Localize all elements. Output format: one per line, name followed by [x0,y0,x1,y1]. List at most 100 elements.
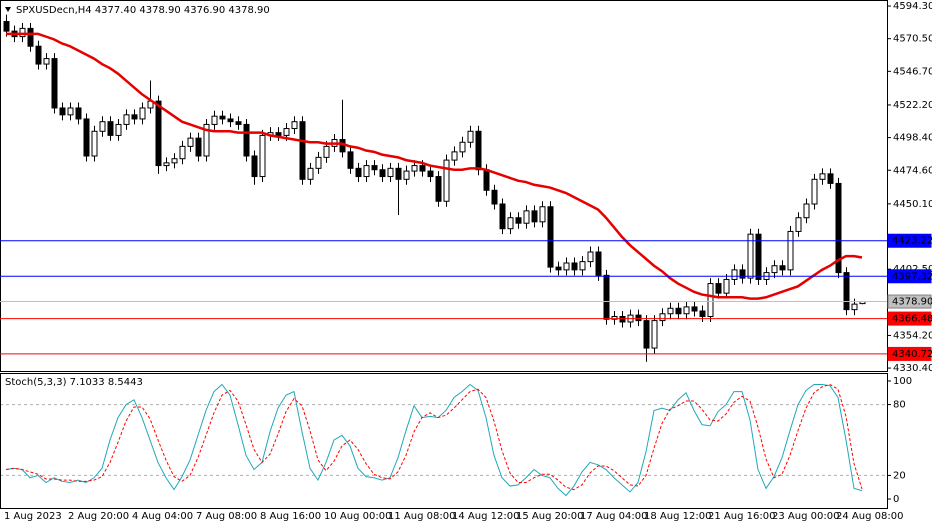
candle-body [467,130,474,143]
candle-body [563,262,570,271]
candle-body [371,165,378,171]
candle-body [363,165,370,178]
candle-body [323,145,330,158]
x-tick-label: 14 Aug 12:00 [452,511,519,522]
candle-body [843,272,850,311]
candle-body [787,230,794,271]
candle-body [739,269,746,279]
y-tick-label: 80 [893,400,906,411]
main-panel-frame [0,0,888,372]
level-label-box [887,311,932,326]
y-tick-label: 4570.50 [893,34,932,45]
level-label: 4397.32 [892,271,932,282]
candle-body [587,251,594,263]
candle-body [531,210,538,223]
candle-body [299,121,306,180]
x-tick-label: 4 Aug 04:00 [132,511,193,522]
candle-body [171,158,178,164]
candle-body [211,115,218,125]
y-tick-label: 0 [893,494,899,505]
candle-body [659,313,666,322]
level-label-box [887,294,932,309]
x-tick-label: 18 Aug 12:00 [644,511,711,522]
candle-body [483,169,490,191]
candle-body [595,251,602,276]
candle-body [555,266,562,271]
candle-body [251,155,258,178]
candle-body [59,107,66,116]
candle-body [187,137,194,147]
level-label: 4423.22 [892,236,932,247]
candle-body [179,145,186,160]
candle-body [27,27,34,47]
x-tick-label: 8 Aug 16:00 [260,511,321,522]
candle-body [275,132,282,136]
y-tick-label: 4498.40 [893,133,932,144]
candle-body [3,21,10,32]
candle-body [515,217,522,224]
candle-body [355,167,362,178]
candle-body [379,169,386,178]
candle-body [395,167,402,180]
candle-body [715,283,722,294]
candle-body [75,107,82,120]
candle-body [827,173,834,184]
candle-body [227,118,234,123]
candle-body [571,262,578,271]
candle-body [635,314,642,322]
candle-body [83,118,90,157]
candle-body [499,203,506,230]
candle-body [163,162,170,167]
candle-body [451,151,458,161]
y-tick-label: 4330.40 [893,363,932,374]
candle-body [403,170,410,180]
candle-body [491,189,498,205]
candle-body [115,123,122,136]
candle-body [707,283,714,317]
candle-body [755,233,762,280]
candle-body [643,320,650,349]
candle-body [419,165,426,172]
candle-body [155,100,162,167]
y-tick-label: 4546.70 [893,66,932,77]
candle-body [835,182,842,274]
collapse-icon[interactable] [5,7,11,12]
candle-body [203,123,210,157]
candle-body [443,159,450,202]
candle-body [91,130,98,157]
candle-body [283,128,290,136]
candle-body [19,27,26,38]
x-tick-label: 10 Aug 00:00 [324,511,391,522]
candle-body [459,141,466,153]
candle-body [803,203,810,219]
x-tick-label: 23 Aug 00:00 [772,511,839,522]
candle-body [779,265,786,271]
candle-body [619,315,626,323]
level-label: 4366.48 [892,314,932,325]
candle-body [667,307,674,315]
y-tick-label: 20 [893,470,906,481]
candle-body [723,278,730,294]
candle-body [523,210,530,224]
candle-body [67,107,74,116]
stoch-line [5,383,863,491]
candle-body [99,121,106,132]
y-tick-label: 4474.60 [893,165,932,176]
chart-title: SPXUSDecn,H4 4377.40 4378.90 4376.90 437… [16,5,270,16]
candle-body [475,130,482,171]
level-label: 4340.72 [892,349,932,360]
stoch-title: Stoch(5,3,3) 7.1033 8.5443 [5,377,143,388]
candle-body [819,173,826,180]
x-tick-label: 15 Aug 20:00 [516,511,583,522]
x-tick-label: 21 Aug 16:00 [708,511,775,522]
candle-body [771,265,778,274]
candle-body [795,217,802,232]
candle-body [547,206,554,268]
candle-body [579,261,586,271]
candle-body [131,114,138,120]
y-tick-label: 4450.10 [893,199,932,210]
x-tick-label: 7 Aug 08:00 [196,511,257,522]
candle-body [427,170,434,178]
